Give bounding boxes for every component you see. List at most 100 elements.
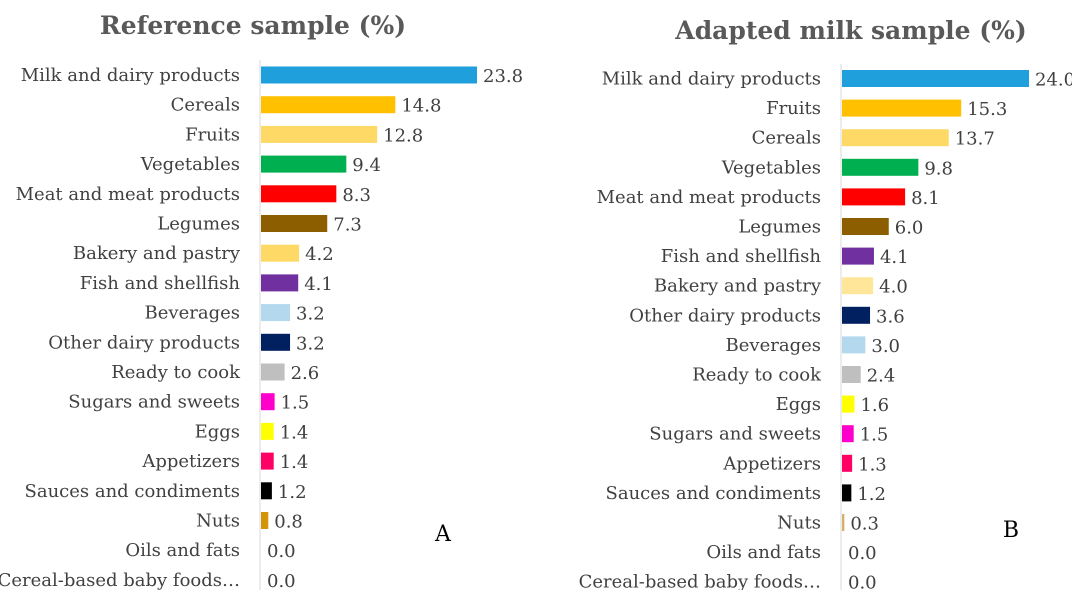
panel-label-a: A — [434, 522, 452, 547]
bar-milk-and-dairy-products — [842, 70, 1029, 87]
value-label-appetizers: 1.4 — [280, 452, 309, 473]
bar-cereals — [842, 129, 949, 147]
bar-sugars-and-sweets — [261, 393, 275, 411]
value-label-beverages: 3.2 — [296, 304, 325, 325]
bar-legumes — [842, 218, 889, 235]
value-label-nuts: 0.3 — [850, 514, 879, 535]
category-label-cereals: Cereals — [752, 128, 821, 149]
category-label-ready-to-cook: Ready to cook — [692, 365, 822, 386]
category-label-fish-and-shellfish: Fish and shellfish — [661, 246, 822, 267]
bar-meat-and-meat-products — [261, 185, 337, 203]
bar-sauces-and-condiments — [261, 482, 272, 500]
category-label-nuts: Nuts — [196, 511, 240, 532]
bar-cereals — [261, 96, 396, 114]
bar-legumes — [261, 215, 328, 232]
bar-nuts — [261, 512, 269, 529]
value-label-fish-and-shellfish: 4.1 — [880, 247, 909, 268]
category-label-sugars-and-sweets: Sugars and sweets — [68, 392, 240, 413]
category-label-fruits: Fruits — [185, 124, 240, 145]
value-label-legumes: 6.0 — [895, 218, 924, 239]
bar-sugars-and-sweets — [842, 425, 854, 443]
value-label-vegetables: 9.8 — [924, 158, 953, 179]
category-label-nuts: Nuts — [777, 513, 821, 534]
category-label-oils-and-fats: Oils and fats — [125, 540, 240, 561]
value-label-fruits: 15.3 — [967, 99, 1007, 120]
category-label-bakery-and-pastry: Bakery and pastry — [654, 276, 822, 297]
category-label-vegetables: Vegetables — [140, 154, 240, 175]
value-label-cereal-based-baby-foods: 0.0 — [267, 571, 296, 590]
value-label-cereals: 13.7 — [955, 129, 995, 150]
bar-ready-to-cook — [261, 363, 285, 381]
value-label-sauces-and-condiments: 1.2 — [278, 482, 307, 503]
value-label-milk-and-dairy-products: 24.0 — [1035, 70, 1072, 91]
category-label-beverages: Beverages — [726, 335, 821, 356]
value-label-eggs: 1.6 — [860, 395, 889, 416]
category-label-sauces-and-condiments: Sauces and condiments — [606, 483, 822, 504]
category-label-fruits: Fruits — [766, 98, 821, 119]
value-label-bakery-and-pastry: 4.0 — [879, 277, 908, 298]
bar-nuts — [842, 514, 845, 531]
category-label-bakery-and-pastry: Bakery and pastry — [73, 243, 241, 264]
bar-beverages — [261, 304, 291, 322]
bar-bakery-and-pastry — [842, 277, 874, 295]
category-label-meat-and-meat-products: Meat and meat products — [597, 187, 821, 208]
bar-fruits — [842, 99, 962, 117]
category-label-milk-and-dairy-products: Milk and dairy products — [21, 65, 240, 86]
value-label-appetizers: 1.3 — [858, 454, 887, 475]
category-label-legumes: Legumes — [738, 217, 821, 238]
category-label-legumes: Legumes — [157, 214, 240, 235]
category-label-oils-and-fats: Oils and fats — [706, 542, 821, 563]
panel-adapted-milk-sample: Adapted milk sample (%) B Milk and dairy… — [579, 16, 1072, 590]
category-label-vegetables: Vegetables — [721, 157, 821, 178]
value-label-fish-and-shellfish: 4.1 — [304, 274, 333, 295]
value-label-milk-and-dairy-products: 23.8 — [483, 66, 523, 87]
value-label-sugars-and-sweets: 1.5 — [281, 393, 310, 414]
value-label-vegetables: 9.4 — [352, 155, 381, 176]
category-label-appetizers: Appetizers — [141, 451, 240, 472]
bar-vegetables — [261, 155, 347, 173]
value-label-other-dairy-products: 3.6 — [876, 306, 905, 327]
value-label-cereals: 14.8 — [401, 96, 441, 117]
chart-title-adapted-milk: Adapted milk sample (%) — [674, 16, 1026, 45]
bar-milk-and-dairy-products — [261, 66, 477, 84]
value-label-oils-and-fats: 0.0 — [267, 541, 296, 562]
panel-label-b: B — [1003, 518, 1019, 543]
bar-ready-to-cook — [842, 366, 861, 383]
value-label-ready-to-cook: 2.6 — [291, 363, 320, 384]
value-label-fruits: 12.8 — [383, 125, 423, 146]
category-label-milk-and-dairy-products: Milk and dairy products — [602, 69, 821, 90]
category-label-cereals: Cereals — [171, 95, 240, 116]
category-label-meat-and-meat-products: Meat and meat products — [16, 184, 240, 205]
bar-meat-and-meat-products — [842, 188, 906, 206]
value-label-sugars-and-sweets: 1.5 — [860, 425, 889, 446]
bar-beverages — [842, 336, 866, 354]
bar-fish-and-shellfish — [842, 247, 874, 265]
category-label-beverages: Beverages — [145, 303, 240, 324]
category-label-ready-to-cook: Ready to cook — [111, 362, 241, 383]
value-label-beverages: 3.0 — [871, 336, 900, 357]
value-label-cereal-based-baby-foods: 0.0 — [848, 573, 877, 590]
category-label-sauces-and-condiments: Sauces and condiments — [25, 481, 241, 502]
value-label-sauces-and-condiments: 1.2 — [857, 484, 886, 505]
category-label-other-dairy-products: Other dairy products — [629, 305, 821, 326]
category-label-other-dairy-products: Other dairy products — [48, 332, 240, 353]
value-label-bakery-and-pastry: 4.2 — [305, 244, 334, 265]
value-label-ready-to-cook: 2.4 — [867, 366, 896, 387]
panel-reference-sample: Reference sample (%) A Milk and dairy pr… — [0, 11, 523, 590]
value-label-eggs: 1.4 — [280, 422, 309, 443]
chart-title-reference: Reference sample (%) — [100, 11, 406, 40]
value-label-oils-and-fats: 0.0 — [848, 543, 877, 564]
bar-sauces-and-condiments — [842, 484, 852, 502]
category-label-sugars-and-sweets: Sugars and sweets — [649, 424, 821, 445]
value-label-other-dairy-products: 3.2 — [296, 333, 325, 354]
category-label-eggs: Eggs — [195, 421, 240, 442]
bar-bakery-and-pastry — [261, 244, 300, 262]
bar-vegetables — [842, 158, 919, 176]
value-label-meat-and-meat-products: 8.3 — [342, 185, 371, 206]
bar-appetizers — [842, 454, 853, 472]
value-label-nuts: 0.8 — [274, 512, 303, 533]
value-label-meat-and-meat-products: 8.1 — [911, 188, 940, 209]
bar-other-dairy-products — [842, 306, 871, 324]
bar-fish-and-shellfish — [261, 274, 299, 292]
